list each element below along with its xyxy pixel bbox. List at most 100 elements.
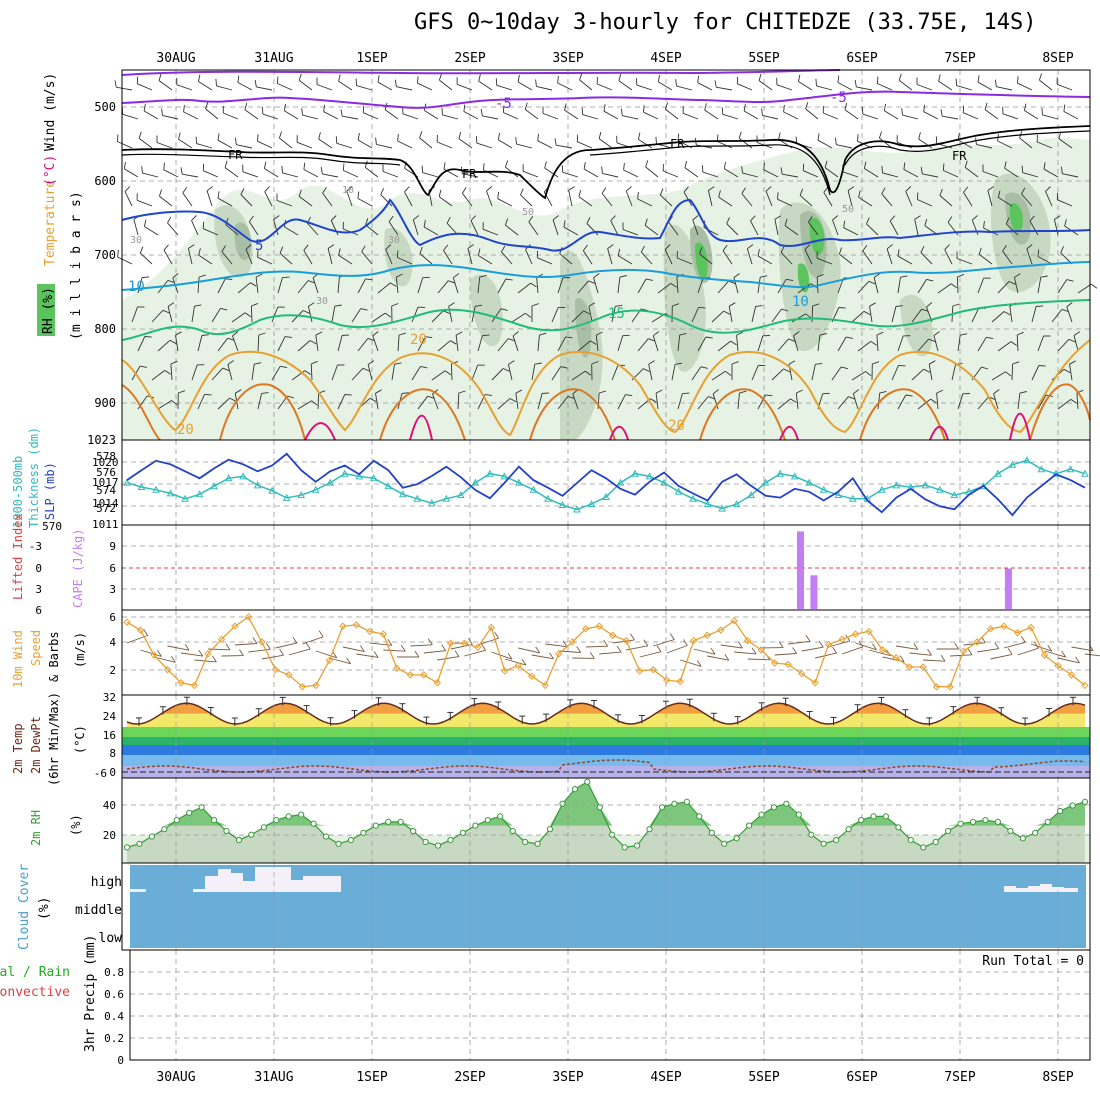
label-precip-c: 3hr Precip (mm)	[83, 935, 98, 1052]
surface-barb	[235, 644, 257, 646]
cloud-tick-low: low	[99, 931, 123, 946]
surface-barb	[896, 646, 918, 649]
surface-barb	[464, 650, 485, 656]
rh2m-marker	[1020, 836, 1025, 841]
rh2m-marker	[1045, 819, 1050, 824]
rh2m-marker	[796, 812, 801, 817]
date-label-bottom: 8SEP	[1042, 1070, 1073, 1085]
surface-barb	[532, 655, 554, 659]
label-temp-c: (6hr Min/Max)	[47, 692, 61, 786]
rh2m-marker	[523, 839, 528, 844]
surface-barb-flag	[793, 648, 797, 654]
date-label-bottom: 7SEP	[944, 1070, 975, 1085]
date-label-bottom: 2SEP	[454, 1070, 485, 1085]
rh2m-marker	[535, 841, 540, 846]
rh2m-marker	[435, 843, 440, 848]
cloud-block	[1016, 888, 1028, 892]
rh2m-marker	[162, 827, 167, 832]
upper-barb-flag	[282, 166, 283, 173]
pressure-tick: 800	[94, 322, 116, 336]
upper-barb-flag	[145, 337, 152, 338]
rh2m-marker	[236, 838, 241, 843]
surface-barb	[923, 660, 945, 661]
surface-barb-flag	[1021, 636, 1025, 642]
label-p20c: 20	[668, 418, 685, 434]
surface-barb-flag	[482, 644, 486, 650]
thickness-tick: 570	[42, 520, 62, 533]
cape-panel: -3 0 3 6 9 6 3	[29, 525, 1090, 617]
cape-panel-frame	[122, 525, 1090, 610]
surface-barb-flag	[995, 643, 999, 649]
rh2m-marker	[659, 805, 664, 810]
label-temp-d: (°C)	[73, 725, 87, 754]
upper-barb-flag	[258, 134, 259, 141]
surface-barb-flag	[1008, 648, 1012, 654]
rh2m-marker	[896, 825, 901, 830]
chart-title: GFS 0~10day 3-hourly for CHITEDZE (33.75…	[414, 10, 1037, 35]
surface-barb	[316, 651, 337, 658]
rh2m-marker	[983, 818, 988, 823]
surface-barb-flag	[239, 650, 243, 656]
label-m5b: -5	[830, 90, 847, 106]
temp-tick: 8	[109, 747, 116, 760]
surface-barb-flag	[779, 642, 783, 648]
temp-tick: 16	[103, 729, 116, 742]
wind-panel: 6 4 2	[109, 610, 1100, 695]
upper-barb	[812, 306, 813, 322]
upper-barb-flag	[282, 277, 289, 278]
surface-barb-flag	[455, 651, 459, 657]
surface-barb-flag	[577, 647, 581, 653]
rh2m-marker	[224, 828, 229, 833]
upper-barb-flag	[644, 105, 645, 112]
cloud-block	[1064, 888, 1078, 892]
cloud-block	[243, 881, 255, 892]
cloud-block	[193, 889, 205, 892]
rh2m-tick: 40	[103, 799, 116, 812]
label-r10: 10	[342, 185, 354, 196]
date-label-top: 31AUG	[254, 51, 293, 66]
surface-barb-flag	[670, 634, 674, 640]
rh2m-marker	[834, 838, 839, 843]
date-label-bottom: 5SEP	[748, 1070, 779, 1085]
upper-barb	[1012, 364, 1013, 380]
surface-barb-flag	[590, 652, 594, 658]
rh2m-tick: 20	[103, 829, 116, 842]
rh2m-panel: 40 20	[103, 778, 1090, 863]
rh2m-marker	[361, 830, 366, 835]
rh2m-marker	[485, 818, 490, 823]
slp-panel: 578 576 574 572 570 1020 1020	[42, 440, 1090, 533]
rh2m-marker	[560, 801, 565, 806]
label-fr2: FR	[462, 167, 477, 181]
rh2m-marker	[821, 841, 826, 846]
label-p20a: 20	[410, 332, 427, 348]
precip-tick: 0.6	[104, 988, 124, 1001]
label-p20b: 20	[177, 422, 194, 438]
cloud-block	[329, 876, 341, 892]
label-fr1: FR	[228, 148, 243, 162]
rh2m-marker	[212, 818, 217, 823]
date-label-bottom: 1SEP	[356, 1070, 387, 1085]
slp-axis-value: 1020	[92, 456, 119, 469]
precip-grid	[130, 950, 1090, 1060]
surface-barb-flag	[604, 640, 608, 646]
bottom-date-axis: 30AUG 31AUG 1SEP 2SEP 3SEP 4SEP 5SEP 6SE…	[156, 1070, 1073, 1085]
upper-barb-flag	[1036, 306, 1043, 307]
rh2m-marker	[324, 834, 329, 839]
cloud-panel: high middle low	[75, 863, 1090, 950]
rh2m-marker	[908, 838, 913, 843]
upper-barb-flag	[816, 79, 817, 86]
upper-barb-flag	[115, 80, 116, 87]
upper-barb-flag	[943, 164, 944, 171]
surface-barb-flag	[144, 630, 148, 636]
cloud-block	[279, 867, 291, 892]
surface-barb	[168, 646, 190, 650]
label-fr3: FR	[670, 137, 685, 151]
label-precip-a: Total / Rain	[0, 965, 70, 980]
rh2m-marker	[995, 819, 1000, 824]
surface-barb	[289, 649, 310, 655]
date-label-top: 30AUG	[156, 51, 195, 66]
label-wind: Wind (m/s)	[43, 73, 58, 151]
rh2m-marker	[697, 814, 702, 819]
cape-bar	[1005, 569, 1012, 610]
